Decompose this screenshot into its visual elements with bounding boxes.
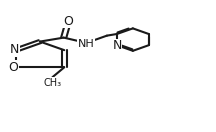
Text: O: O: [8, 61, 18, 74]
Text: CH₃: CH₃: [43, 77, 62, 88]
Text: O: O: [63, 15, 73, 28]
Text: N: N: [112, 39, 122, 52]
Text: NH: NH: [78, 39, 95, 49]
Text: N: N: [10, 43, 19, 56]
